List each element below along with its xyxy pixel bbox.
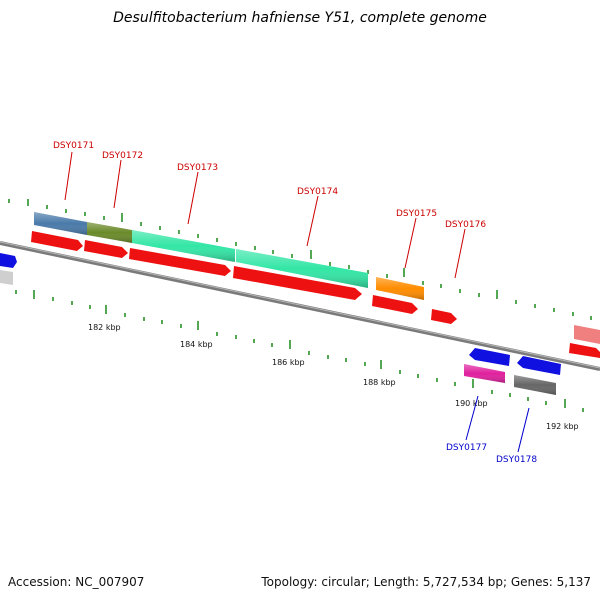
cds-arrow [431, 309, 457, 324]
cds-arrow [372, 295, 418, 314]
gene-label: DSY0171 [53, 141, 94, 151]
cds-arrow [233, 266, 362, 300]
cds-arrow [84, 240, 128, 258]
cds-arrow [569, 343, 600, 358]
label-leader-lines [64, 151, 530, 453]
scale-label: 182 kbp [88, 323, 121, 332]
gene-label: DSY0175 [396, 209, 437, 219]
upper-tick-marks [8, 199, 592, 320]
scale-label: 190 kbp [455, 399, 488, 408]
gene-label: DSY0173 [177, 163, 218, 173]
gene-label: DSY0177 [446, 443, 487, 453]
genome-backbone [0, 241, 600, 371]
cds-arrow [31, 231, 83, 251]
map-title: Desulfitobacterium hafniense Y51, comple… [113, 10, 487, 26]
annotation-bars [34, 212, 600, 344]
reverse-cds-arrows [469, 348, 561, 375]
cds-arrow [469, 348, 510, 366]
partial-features-left [0, 253, 17, 285]
accession-text: Accession: NC_007907 [8, 575, 145, 589]
cds-arrow [129, 248, 231, 276]
gene-label: DSY0176 [445, 220, 486, 230]
gene-label: DSY0178 [496, 455, 537, 465]
cds-arrow [517, 356, 561, 375]
scale-label: 186 kbp [272, 358, 305, 367]
gene-label: DSY0174 [297, 187, 338, 197]
gene-label: DSY0172 [102, 151, 143, 161]
scale-label: 192 kbp [546, 422, 579, 431]
scale-label: 184 kbp [180, 340, 213, 349]
genome-info-text: Topology: circular; Length: 5,727,534 bp… [261, 575, 591, 589]
gene-labels: DSY0171 DSY0172 DSY0173 DSY0174 DSY0175 … [53, 141, 537, 465]
reverse-annotation-bars [464, 364, 556, 395]
scale-labels: 182 kbp 184 kbp 186 kbp 188 kbp 190 kbp … [88, 323, 579, 431]
annotation-bar [574, 325, 600, 344]
scale-label: 188 kbp [363, 378, 396, 387]
lower-tick-marks [15, 290, 584, 412]
forward-cds-arrows [31, 231, 600, 358]
